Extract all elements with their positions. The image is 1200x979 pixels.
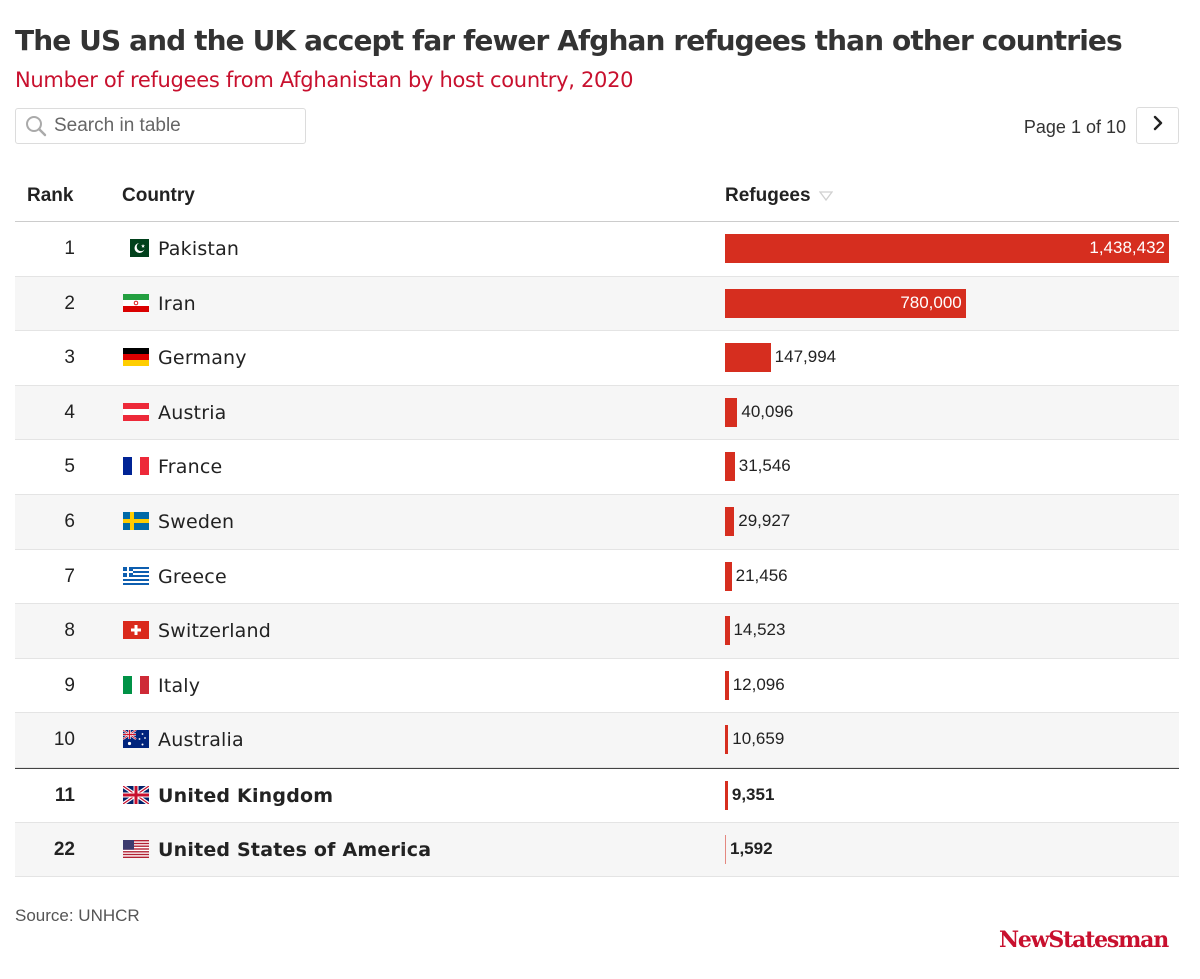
refugee-bar xyxy=(725,234,1169,263)
refugee-bar xyxy=(725,780,728,810)
pakistan-flag-icon xyxy=(123,239,149,257)
table-row: 4 Austria 40,096 xyxy=(15,385,1179,441)
country-cell: Switzerland xyxy=(158,620,272,643)
refugee-value: 10,659 xyxy=(732,729,785,749)
refugee-bar xyxy=(725,561,732,591)
table-row: 8 Switzerland 14,523 xyxy=(15,604,1179,659)
italy-flag-icon xyxy=(123,675,149,694)
new-statesman-logo: NewStatesman xyxy=(998,927,1169,953)
rank-cell: 7 xyxy=(64,565,75,587)
switzerland-flag-icon xyxy=(123,621,149,640)
table-body: 1 Pakistan 1,438,432 2 Iran 780,000 3 Germany 14… xyxy=(15,222,1179,878)
country-cell: Italy xyxy=(158,674,201,697)
refugee-bar xyxy=(725,506,735,536)
country-cell: Iran xyxy=(158,292,196,315)
refugee-bar xyxy=(725,616,730,646)
table-row: 3 Germany 147,994 xyxy=(15,331,1179,386)
source-note: Source: UNHCR xyxy=(15,906,140,925)
refugee-bar xyxy=(725,725,729,755)
column-header-refugees[interactable]: Refugees xyxy=(725,185,833,207)
refugee-value: 21,456 xyxy=(735,565,788,585)
rank-cell: 1 xyxy=(64,238,75,259)
refugee-value: 780,000 xyxy=(900,292,962,312)
column-header-rank[interactable]: Rank xyxy=(27,185,74,206)
iran-flag-icon xyxy=(123,293,149,312)
refugee-value: 1,592 xyxy=(730,838,773,858)
next-page-button[interactable] xyxy=(1136,107,1179,144)
sort-descending-icon xyxy=(818,185,833,207)
table-row: 5 France 31,546 xyxy=(15,440,1179,495)
refugee-value: 29,927 xyxy=(738,510,791,530)
sweden-flag-icon xyxy=(123,511,149,530)
country-cell: United Kingdom xyxy=(158,784,334,807)
country-cell: United States of America xyxy=(158,838,432,861)
rank-cell: 22 xyxy=(53,838,75,860)
rank-cell: 2 xyxy=(64,292,75,314)
australia-flag-icon xyxy=(123,730,149,749)
refugee-value: 147,994 xyxy=(774,347,837,367)
table-row: 11 United Kingdom 9,351 xyxy=(15,767,1179,823)
germany-flag-icon xyxy=(123,348,149,367)
column-header-country[interactable]: Country xyxy=(122,185,195,206)
table-row: 10 Australia 10,659 xyxy=(15,713,1179,768)
greece-flag-icon xyxy=(123,566,149,585)
search-icon xyxy=(20,109,52,143)
country-cell: Pakistan xyxy=(158,238,240,260)
table-header: Rank Country Refugees xyxy=(15,173,1179,222)
country-cell: Sweden xyxy=(158,510,235,533)
chevron-right-icon xyxy=(1151,115,1165,136)
refugee-value: 12,096 xyxy=(732,674,785,694)
rank-cell: 6 xyxy=(64,510,75,532)
table-row: 22 United States of America 1,592 xyxy=(15,822,1179,878)
refugee-bar xyxy=(725,288,966,318)
pagination-label: Page 1 of 10 xyxy=(1023,117,1126,137)
search-input[interactable] xyxy=(54,111,294,141)
table-row: 6 Sweden 29,927 xyxy=(15,494,1179,550)
refugee-value: 9,351 xyxy=(731,784,775,804)
refugee-value: 40,096 xyxy=(741,401,794,421)
rank-cell: 10 xyxy=(53,729,75,751)
chart-title: The US and the UK accept far fewer Afgha… xyxy=(15,24,1123,57)
refugee-bar xyxy=(725,397,738,427)
table-row: 1 Pakistan 1,438,432 xyxy=(15,222,1179,277)
refugee-value: 14,523 xyxy=(733,620,786,640)
chart-subtitle: Number of refugees from Afghanistan by h… xyxy=(15,68,634,92)
refugee-table: Rank Country Refugees 1 Pakistan 1,438,432… xyxy=(15,173,1179,878)
refugee-value: 1,438,432 xyxy=(1089,238,1165,257)
country-cell: Greece xyxy=(158,565,227,588)
refugee-bar xyxy=(725,834,726,864)
usa-flag-icon xyxy=(123,839,149,858)
country-cell: Austria xyxy=(158,401,227,424)
country-cell: Germany xyxy=(158,347,247,370)
table-row: 9 Italy 12,096 xyxy=(15,659,1179,714)
rank-cell: 4 xyxy=(64,401,75,423)
rank-cell: 3 xyxy=(64,347,75,369)
rank-cell: 9 xyxy=(64,674,75,696)
country-cell: Australia xyxy=(158,729,244,752)
column-header-refugees-label: Refugees xyxy=(725,185,811,206)
refugee-bar xyxy=(725,452,735,482)
refugee-bar xyxy=(725,670,729,700)
search-box[interactable] xyxy=(15,108,306,144)
rank-cell: 5 xyxy=(64,456,75,478)
refugee-value: 31,546 xyxy=(738,456,791,476)
table-row: 2 Iran 780,000 xyxy=(15,276,1179,332)
france-flag-icon xyxy=(123,457,149,476)
austria-flag-icon xyxy=(123,402,149,421)
rank-cell: 8 xyxy=(64,620,75,642)
table-row: 7 Greece 21,456 xyxy=(15,550,1179,605)
country-cell: France xyxy=(158,456,223,479)
refugee-bar xyxy=(725,343,771,373)
uk-flag-icon xyxy=(123,785,149,804)
rank-cell: 11 xyxy=(54,784,75,806)
